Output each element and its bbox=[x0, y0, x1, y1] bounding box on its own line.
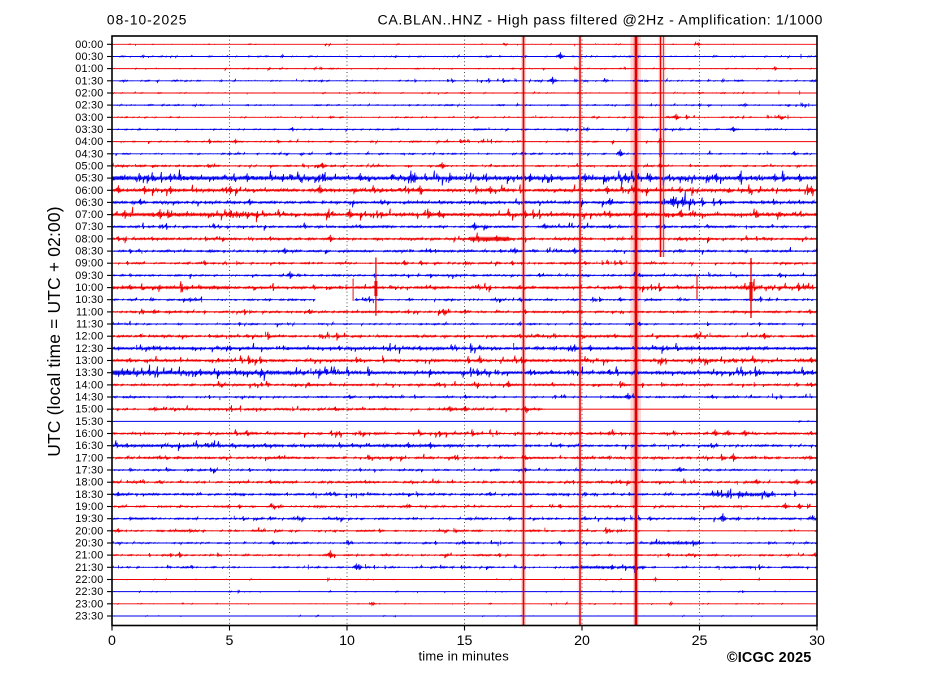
svg-text:09:30: 09:30 bbox=[75, 270, 103, 282]
svg-text:13:30: 13:30 bbox=[75, 367, 103, 379]
svg-text:05:30: 05:30 bbox=[75, 173, 103, 185]
svg-text:16:30: 16:30 bbox=[75, 440, 103, 452]
svg-text:10:30: 10:30 bbox=[75, 294, 103, 306]
svg-text:19:30: 19:30 bbox=[75, 513, 103, 525]
svg-text:03:30: 03:30 bbox=[75, 124, 103, 136]
svg-text:07:00: 07:00 bbox=[75, 209, 103, 221]
svg-text:10: 10 bbox=[339, 633, 355, 649]
svg-text:14:00: 14:00 bbox=[75, 379, 103, 391]
svg-text:11:30: 11:30 bbox=[76, 319, 103, 331]
svg-text:02:00: 02:00 bbox=[75, 88, 103, 100]
svg-text:12:30: 12:30 bbox=[75, 343, 103, 355]
svg-text:23:30: 23:30 bbox=[75, 611, 103, 623]
svg-text:04:00: 04:00 bbox=[75, 136, 103, 148]
svg-text:20:00: 20:00 bbox=[75, 525, 103, 537]
svg-text:17:30: 17:30 bbox=[75, 465, 103, 477]
svg-text:18:30: 18:30 bbox=[75, 489, 103, 501]
svg-text:15: 15 bbox=[457, 633, 473, 649]
svg-text:17:00: 17:00 bbox=[75, 452, 103, 464]
svg-text:time in minutes: time in minutes bbox=[418, 648, 509, 663]
svg-text:21:00: 21:00 bbox=[75, 550, 103, 562]
svg-text:00:30: 00:30 bbox=[75, 51, 103, 63]
svg-text:13:00: 13:00 bbox=[75, 355, 103, 367]
svg-text:06:00: 06:00 bbox=[75, 185, 103, 197]
svg-text:06:30: 06:30 bbox=[75, 197, 103, 209]
svg-text:08:30: 08:30 bbox=[75, 246, 103, 258]
svg-text:20: 20 bbox=[574, 633, 590, 649]
svg-text:23:00: 23:00 bbox=[75, 598, 103, 610]
svg-text:0: 0 bbox=[108, 633, 116, 649]
svg-text:16:00: 16:00 bbox=[75, 428, 103, 440]
svg-text:22:00: 22:00 bbox=[75, 574, 103, 586]
svg-text:01:30: 01:30 bbox=[75, 75, 103, 87]
svg-text:30: 30 bbox=[809, 633, 825, 649]
svg-text:15:30: 15:30 bbox=[75, 416, 103, 428]
svg-text:03:00: 03:00 bbox=[75, 112, 103, 124]
svg-text:15:00: 15:00 bbox=[75, 404, 103, 416]
svg-text:20:30: 20:30 bbox=[75, 538, 103, 550]
svg-text:09:00: 09:00 bbox=[75, 258, 103, 270]
svg-text:10:00: 10:00 bbox=[75, 282, 103, 294]
svg-text:04:30: 04:30 bbox=[75, 148, 103, 160]
svg-text:UTC (local time = UTC + 02:00): UTC (local time = UTC + 02:00) bbox=[44, 206, 64, 457]
svg-text:19:00: 19:00 bbox=[75, 501, 103, 513]
svg-text:12:00: 12:00 bbox=[75, 331, 103, 343]
svg-text:21:30: 21:30 bbox=[75, 562, 103, 574]
svg-text:01:00: 01:00 bbox=[75, 63, 103, 75]
svg-text:18:00: 18:00 bbox=[75, 477, 103, 489]
svg-text:08:00: 08:00 bbox=[75, 233, 103, 245]
svg-text:CA.BLAN..HNZ - High pass filte: CA.BLAN..HNZ - High pass filtered @2Hz -… bbox=[377, 13, 823, 29]
svg-text:14:30: 14:30 bbox=[75, 392, 103, 404]
svg-text:00:00: 00:00 bbox=[75, 39, 103, 51]
svg-text:25: 25 bbox=[692, 633, 708, 649]
svg-text:5: 5 bbox=[226, 633, 234, 649]
svg-text:11:00: 11:00 bbox=[76, 306, 103, 318]
svg-text:©ICGC 2025: ©ICGC 2025 bbox=[727, 650, 812, 666]
svg-text:02:30: 02:30 bbox=[75, 100, 103, 112]
svg-text:07:30: 07:30 bbox=[75, 221, 103, 233]
svg-text:22:30: 22:30 bbox=[75, 586, 103, 598]
svg-text:05:00: 05:00 bbox=[75, 160, 103, 172]
svg-text:08-10-2025: 08-10-2025 bbox=[107, 13, 188, 28]
